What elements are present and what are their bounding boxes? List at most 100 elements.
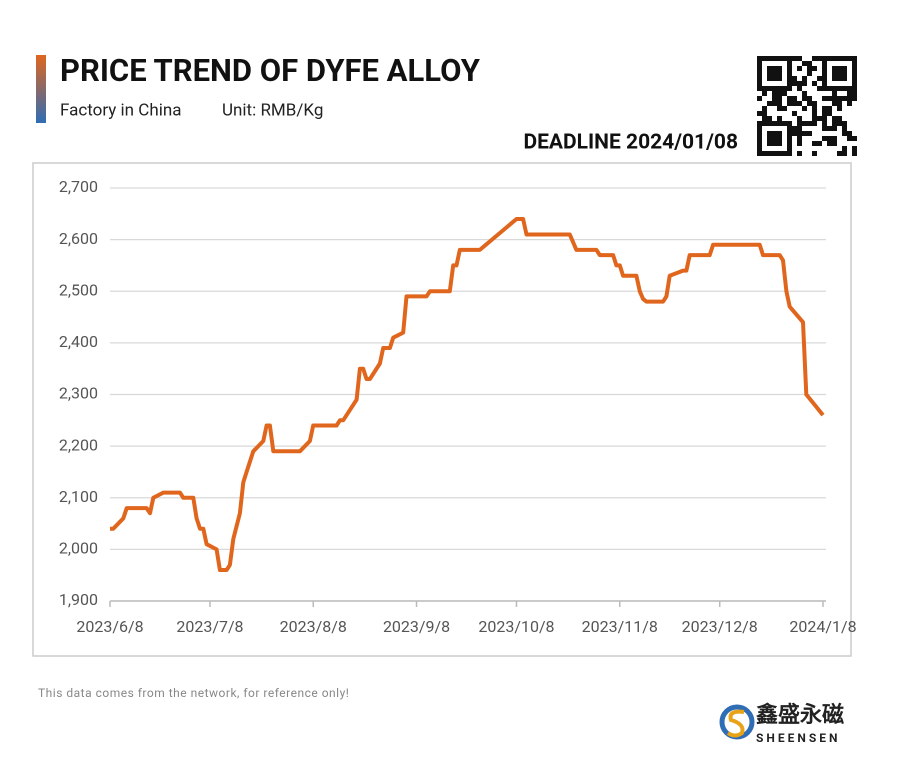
qr-cell bbox=[777, 86, 782, 91]
qr-cell bbox=[777, 96, 782, 101]
qr-cell bbox=[787, 76, 792, 81]
qr-cell bbox=[822, 126, 827, 131]
qr-cell bbox=[757, 141, 762, 146]
qr-cell bbox=[772, 131, 777, 136]
title: PRICE TREND OF DYFE ALLOY bbox=[60, 52, 481, 89]
qr-cell bbox=[807, 96, 812, 101]
qr-cell bbox=[762, 151, 767, 156]
qr-cell bbox=[817, 141, 822, 146]
qr-cell bbox=[757, 121, 762, 126]
qr-cell bbox=[847, 131, 852, 136]
qr-cell bbox=[757, 111, 762, 116]
qr-cell bbox=[792, 96, 797, 101]
qr-cell bbox=[802, 76, 807, 81]
qr-cell bbox=[802, 61, 807, 66]
qr-cell bbox=[847, 96, 852, 101]
x-tick-label: 2023/6/8 bbox=[76, 617, 143, 636]
qr-cell bbox=[807, 71, 812, 76]
qr-cell bbox=[762, 106, 767, 111]
qr-cell bbox=[797, 116, 802, 121]
qr-cell bbox=[852, 81, 857, 86]
plot: 1,900 2,000 2,100 2,200 2,300 2,400 2,500 2,600… bbox=[59, 177, 857, 636]
qr-cell bbox=[777, 56, 782, 61]
qr-cell bbox=[757, 56, 762, 61]
qr-cell bbox=[772, 91, 777, 96]
qr-cell bbox=[792, 131, 797, 136]
logo-s bbox=[726, 709, 745, 738]
qr-cell bbox=[787, 151, 792, 156]
qr-cell bbox=[767, 66, 772, 71]
qr-cell bbox=[757, 151, 762, 156]
qr-cell bbox=[807, 121, 812, 126]
qr-cell bbox=[817, 56, 822, 61]
qr-cell bbox=[797, 81, 802, 86]
qr-cell bbox=[837, 151, 842, 156]
qr-cell bbox=[812, 81, 817, 86]
qr-cell bbox=[832, 101, 837, 106]
qr-cell bbox=[827, 141, 832, 146]
qr-cell bbox=[787, 141, 792, 146]
qr-cell bbox=[757, 71, 762, 76]
qr-cell bbox=[847, 91, 852, 96]
qr-cell bbox=[827, 136, 832, 141]
qr-cell bbox=[842, 71, 847, 76]
qr-cell bbox=[787, 136, 792, 141]
qr-cell bbox=[832, 116, 837, 121]
qr-cell bbox=[797, 126, 802, 131]
qr-cell bbox=[792, 81, 797, 86]
qr-cell bbox=[852, 86, 857, 91]
qr-cell bbox=[787, 56, 792, 61]
qr-cell bbox=[767, 151, 772, 156]
qr-cell bbox=[767, 86, 772, 91]
qr-cell bbox=[757, 81, 762, 86]
qr-cell bbox=[762, 121, 767, 126]
qr-cell bbox=[762, 116, 767, 121]
qr-cell bbox=[787, 61, 792, 66]
qr-cell bbox=[807, 66, 812, 71]
qr-cell bbox=[832, 126, 837, 131]
qr-cell bbox=[782, 86, 787, 91]
qr-cell bbox=[782, 56, 787, 61]
qr-cell bbox=[762, 56, 767, 61]
qr-cell bbox=[767, 76, 772, 81]
qr-cell bbox=[807, 131, 812, 136]
qr-cell bbox=[777, 151, 782, 156]
qr-cell bbox=[837, 116, 842, 121]
qr-cell bbox=[812, 141, 817, 146]
qr-cell bbox=[812, 111, 817, 116]
qr-cell bbox=[812, 101, 817, 106]
qr-cell bbox=[832, 76, 837, 81]
qr-cell bbox=[847, 56, 852, 61]
qr-cell bbox=[787, 66, 792, 71]
qr-cell bbox=[812, 116, 817, 121]
qr-cell bbox=[852, 136, 857, 141]
y-tick-label: 2,000 bbox=[59, 539, 98, 558]
qr-cell bbox=[777, 66, 782, 71]
qr-cell bbox=[832, 66, 837, 71]
qr-cell bbox=[757, 136, 762, 141]
qr-cell bbox=[852, 76, 857, 81]
qr-cell bbox=[767, 71, 772, 76]
qr-cell bbox=[762, 111, 767, 116]
qr-cell bbox=[822, 111, 827, 116]
accent-bar bbox=[36, 55, 46, 123]
qr-cell bbox=[817, 76, 822, 81]
qr-cell bbox=[827, 86, 832, 91]
footer-note: This data comes from the network, for re… bbox=[38, 686, 349, 700]
qr-cell bbox=[757, 76, 762, 81]
qr-cell bbox=[822, 96, 827, 101]
qr-cell bbox=[777, 136, 782, 141]
qr-cell bbox=[772, 76, 777, 81]
qr-cell bbox=[777, 101, 782, 106]
qr-cell bbox=[772, 66, 777, 71]
x-tick-label: 2024/1/8 bbox=[789, 617, 856, 636]
qr-cell bbox=[772, 121, 777, 126]
qr-cell bbox=[822, 56, 827, 61]
qr-cell bbox=[797, 151, 802, 156]
qr-cell bbox=[852, 71, 857, 76]
x-tick-label: 2023/7/8 bbox=[176, 617, 243, 636]
qr-cell bbox=[817, 86, 822, 91]
qr-cell bbox=[827, 56, 832, 61]
qr-cell bbox=[777, 91, 782, 96]
brand-en: SHEENSEN bbox=[756, 731, 840, 745]
